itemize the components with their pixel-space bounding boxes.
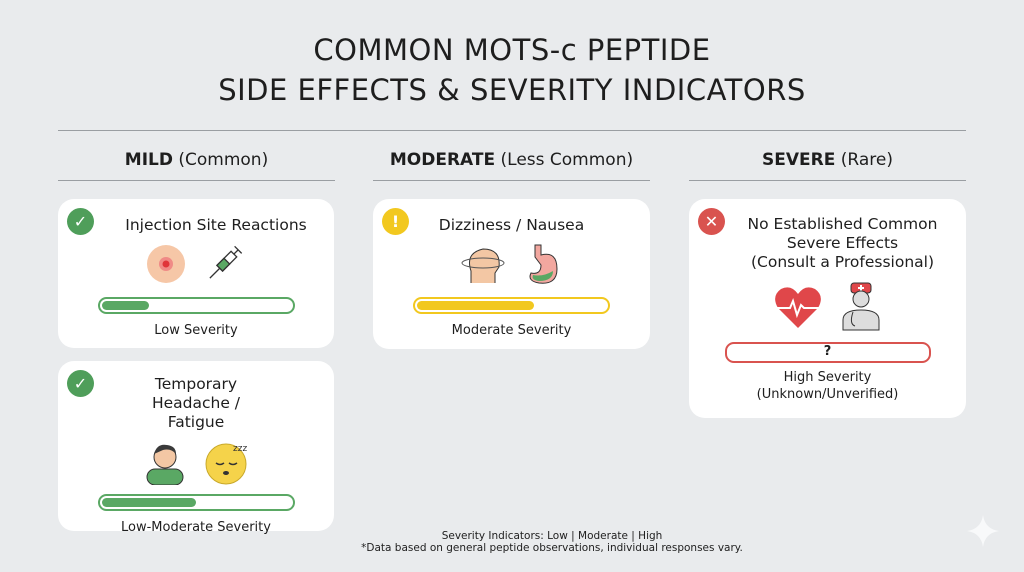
qualifier: (Rare) [840,150,893,170]
column-heading-severe: SEVERE (Rare) [689,150,966,170]
severity-fill [101,498,196,507]
heartbeat-icon [774,287,821,328]
check-icon: ✓ [67,370,94,397]
icon-row [689,282,966,332]
dizzy-head-icon [461,248,504,283]
qualifier: (Common) [178,150,269,170]
severity-legend: Severity Indicators: Low | Moderate | Hi… [441,530,663,542]
card-dizziness-nausea: ! Dizziness / Nausea Moderate Severity [373,199,650,349]
title-line: (Consult a Professional) [750,253,934,271]
column-heading-moderate: MODERATE (Less Common) [373,150,650,170]
card-title: Injection Site Reactions [125,216,307,234]
icon-row: zzz [58,438,334,486]
severity-label: Low-Moderate Severity [121,520,271,535]
check-icon: ✓ [67,208,94,235]
person-headache-icon [146,444,184,485]
x-icon: ✕ [698,208,725,235]
sparkle-icon [967,515,999,547]
severity-bar: ? [724,342,931,363]
icon-row [373,243,650,287]
severity-sublabel: (Unknown/Unverified) [756,387,899,402]
column-heading-mild: MILD (Common) [58,150,335,170]
footer: Severity Indicators: Low | Moderate | Hi… [0,530,1024,554]
divider [58,130,966,131]
severity-label: High Severity [783,370,872,385]
severity-bar [413,297,610,314]
divider [373,180,650,181]
stomach-icon [529,244,558,284]
severity-label: Moderate Severity [451,323,572,338]
title-line-2: SIDE EFFECTS & SEVERITY INDICATORS [218,73,806,107]
divider [58,180,335,181]
heading: MILD [124,150,173,170]
card-injection-site: ✓ Injection Site Reactions Low Severity [58,199,334,348]
page-title: COMMON MOTS-c PEPTIDE SIDE EFFECTS & SEV… [0,30,1024,110]
severity-bar [97,494,295,511]
bar-unknown-text: ? [823,344,832,359]
card-title: Dizziness / Nausea [438,216,585,234]
card-headache-fatigue: ✓ Temporary Headache / Fatigue zzz Low-M… [58,361,334,535]
severity-fill [101,301,149,310]
icon-row [58,243,334,285]
severity-bar [97,297,295,314]
title-line: Severe Effects [786,234,899,252]
syringe-icon [209,245,243,279]
svg-text:zzz: zzz [233,444,247,454]
card-title: No Established Common Severe Effects (Co… [689,199,966,272]
exclamation-icon: ! [382,208,409,235]
sleepy-face-icon: zzz [205,443,247,485]
heading: SEVERE [762,150,836,170]
footnote: *Data based on general peptide observati… [361,542,743,554]
heading: MODERATE [389,150,496,170]
card-title: Temporary Headache / Fatigue [151,375,241,431]
title-line-1: COMMON MOTS-c PEPTIDE [313,33,711,67]
severity-fill [417,301,535,310]
card-severe: ✕ No Established Common Severe Effects (… [689,199,966,418]
skin-spot-icon [147,245,185,283]
divider [689,180,966,181]
title-line: No Established Common [747,215,938,233]
severity-label: Low Severity [154,323,238,338]
qualifier: (Less Common) [500,150,634,170]
doctor-icon [842,282,879,331]
